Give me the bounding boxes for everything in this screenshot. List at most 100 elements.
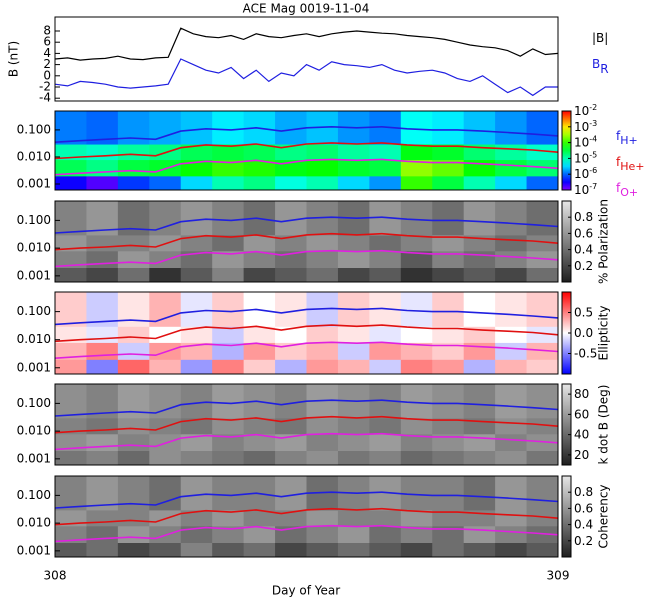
spectrogram-cell [306, 342, 339, 360]
spectrogram-cell [180, 326, 213, 343]
colorbar-tick-label: 0.2 [574, 533, 593, 547]
colorbar-tick-label: 10-6 [574, 166, 597, 181]
spectrogram-cell [400, 144, 433, 161]
y-tick-label: 0.100 [17, 213, 51, 227]
spectrogram-cell [400, 476, 433, 511]
spectrogram-cell [117, 159, 150, 177]
spectrogram-cell [463, 175, 496, 191]
spectrogram-cell [212, 159, 245, 177]
colorbar-tick-text: 0.6 [574, 226, 593, 240]
spectrogram-cell [463, 201, 496, 236]
spectrogram-cell [212, 175, 245, 191]
colorbar-tick-label: 0.8 [574, 485, 593, 499]
colorbar-tick-label: 60 [574, 407, 589, 421]
y-axis-label: B (nT) [7, 41, 21, 77]
gyrofrequency-line [54, 249, 559, 268]
colorbar-tick-text: 10 [574, 119, 589, 133]
spectrogram-cell [337, 159, 370, 177]
y-tick-label: 0.010 [17, 332, 51, 346]
spectrogram-cell [306, 509, 339, 527]
gyrofrequency-line [54, 307, 559, 326]
spectrogram-cell [495, 450, 528, 466]
spectrogram-cell [400, 111, 433, 145]
spectrogram-cell [463, 476, 496, 511]
spectrogram-cell [212, 250, 245, 268]
y-tick-label: 0 [43, 68, 51, 82]
spectrogram-cell [180, 175, 213, 191]
y-tick-label: 0.100 [17, 396, 51, 410]
spectrogram-cell [55, 384, 87, 419]
colorbar-tick-text: -0.5 [574, 346, 597, 360]
spectrogram-cell [463, 359, 496, 375]
spectrogram-cell [55, 542, 87, 558]
spectrogram-cell [212, 525, 245, 543]
spectrogram-cell [495, 144, 528, 161]
spectrogram-cell [495, 359, 528, 375]
y-tick-label: 0.001 [17, 360, 51, 374]
spectrogram-cell [180, 509, 213, 527]
spectrogram-cell [369, 509, 402, 527]
spectrogram-cell [526, 144, 559, 161]
gyrofrequency-line [54, 341, 559, 359]
spectrogram-cell [463, 433, 496, 451]
spectrogram-cell [117, 326, 150, 343]
spectrogram-cell [495, 175, 528, 191]
spectrogram-cell [495, 433, 528, 451]
colorbar-tick-label: 0.5 [574, 305, 593, 319]
legend-entry: fHe+ [616, 155, 645, 174]
spectrogram-cell [306, 542, 339, 558]
spectrogram-cell [55, 201, 87, 236]
spectrogram-cell [432, 326, 465, 343]
spectrogram-cell [306, 175, 339, 191]
x-axis-label: Day of Year [272, 584, 340, 598]
spectrogram-cell [526, 450, 559, 466]
spectrogram-cell [55, 159, 87, 177]
spectrogram-cell [149, 342, 182, 360]
legend-entry: fH+ [616, 129, 638, 148]
colorbar [561, 475, 572, 558]
colorbar-tick-label: 10-3 [574, 118, 597, 133]
colorbar-tick-text: 0.8 [574, 210, 593, 224]
spectrogram-cell [369, 267, 402, 283]
colorbar-tick-text: 10 [574, 167, 589, 181]
y-tick-label: 0.100 [17, 488, 51, 502]
legend-entry: fO+ [616, 181, 638, 200]
spectrogram-cell [275, 450, 307, 466]
spectrogram-cell [495, 111, 528, 145]
colorbar-tick-label: 10-2 [574, 103, 597, 118]
spectrogram-cell [243, 250, 276, 268]
spectrogram-cell [180, 359, 213, 375]
spectrogram-cell [117, 433, 150, 451]
colorbar-label: k dot B (Deg) [597, 385, 611, 465]
x-tick-label: 308 [44, 569, 67, 583]
spectrogram-cell [495, 159, 528, 177]
spectrogram-cell [463, 250, 496, 268]
y-tick-label: 0.010 [17, 424, 51, 438]
spectrogram-cell [526, 326, 559, 343]
spectrogram-cell [495, 234, 528, 252]
spectrogram-cell [495, 250, 528, 268]
colorbar-tick-text: 0.0 [574, 326, 593, 340]
spectrogram-cell [526, 111, 559, 145]
colorbar-tick-label: 10-5 [574, 150, 597, 165]
spectrogram-cell [495, 342, 528, 360]
spectrogram-cell [86, 144, 119, 161]
spectrogram-cell [432, 476, 465, 511]
panel-frame [54, 110, 559, 191]
spectrogram-cell [212, 450, 245, 466]
y-tick-label: 0.001 [17, 268, 51, 282]
spectrogram-cell [212, 384, 245, 419]
spectrogram-cell [55, 509, 87, 527]
spectrogram-cell [212, 476, 245, 511]
spectrogram-cell [306, 144, 339, 161]
colorbar-tick-text: 10 [574, 151, 589, 165]
spectrogram-cell [86, 433, 119, 451]
legend-name: |B| [592, 31, 608, 45]
y-tick-label: 0.100 [17, 122, 51, 136]
spectrogram-cell [86, 359, 119, 375]
spectrogram-cell [432, 384, 465, 419]
colorbar [561, 200, 572, 283]
spectrogram-cell [180, 234, 213, 252]
colorbar-tick-label: 80 [574, 387, 589, 401]
panel-frame [54, 200, 559, 283]
